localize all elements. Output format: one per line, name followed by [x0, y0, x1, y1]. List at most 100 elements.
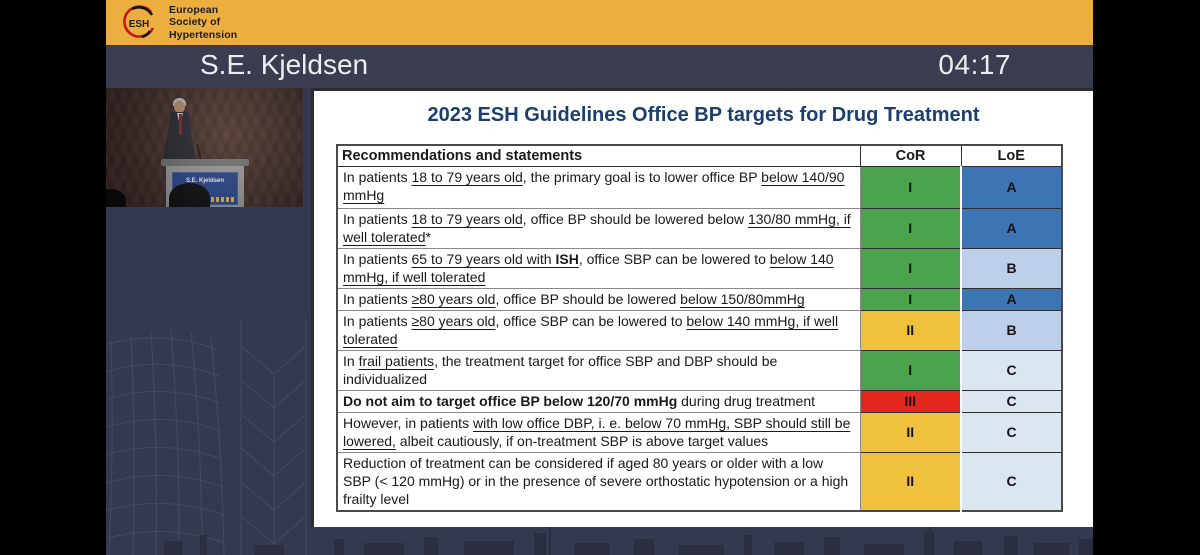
- esh-logo-icon: ESH: [123, 4, 155, 38]
- col-header-recommendations: Recommendations and statements: [336, 144, 861, 167]
- cor-cell: II: [859, 451, 962, 511]
- loe-cell: B: [960, 247, 1063, 289]
- table-row: In patients 18 to 79 years old, office B…: [336, 207, 1063, 249]
- recommendation-text: In patients: [343, 210, 412, 227]
- org-name-line: Society of: [169, 16, 221, 29]
- content-area: S.E. Kjeldsen 2023 ESH Guidelines Office…: [106, 88, 1093, 555]
- recommendation-text: Reduction of treatment can be considered…: [343, 454, 849, 507]
- recommendation-text: ≥80 years old: [411, 290, 496, 307]
- org-name: European Society of Hypertension: [169, 4, 237, 41]
- recommendation-text: In patients: [343, 168, 412, 185]
- loe-cell: C: [960, 451, 1063, 511]
- recommendation-text: ISH: [555, 250, 579, 267]
- audience-silhouette-icon: [169, 183, 210, 207]
- recommendation-text: 18 to 79 years old: [411, 168, 523, 185]
- col-header-loe: LoE: [960, 144, 1063, 167]
- recommendation-text: below 140 mmHg, if well tolerated: [343, 250, 834, 285]
- cor-cell: II: [859, 309, 962, 351]
- table-row: Do not aim to target office BP below 120…: [336, 389, 1063, 413]
- table-row: However, in patients with low office DBP…: [336, 411, 1063, 453]
- recommendation-text: 18 to 79 years old: [411, 210, 523, 227]
- org-banner: ESH European Society of Hypertension: [106, 0, 1093, 45]
- recommendation-text: , office BP should be lowered below: [522, 210, 748, 227]
- recommendation-cell: Reduction of treatment can be considered…: [336, 451, 861, 511]
- cor-cell: I: [859, 287, 962, 311]
- recommendation-cell: In patients 18 to 79 years old, the prim…: [336, 165, 861, 209]
- recommendation-text: , the primary goal is to lower office BP: [522, 168, 762, 185]
- recommendation-text: In patients: [343, 250, 412, 267]
- speaker-video-feed: S.E. Kjeldsen: [106, 88, 303, 207]
- video-vignette: [106, 88, 303, 207]
- loe-cell: B: [960, 309, 1063, 351]
- recommendation-text: , office SBP can be lowered to: [495, 312, 687, 329]
- recommendation-text: 65 to 79 years old with: [411, 250, 556, 267]
- speaker-figure: [174, 101, 185, 113]
- loe-cell: A: [960, 207, 1063, 249]
- recommendation-text: frail patients: [358, 352, 435, 369]
- recommendation-cell: In patients ≥80 years old, office SBP ca…: [336, 309, 861, 351]
- recommendation-text: , office BP should be lowered: [495, 290, 681, 307]
- org-name-line: European: [169, 3, 219, 16]
- session-header: S.E. Kjeldsen 04:17: [106, 45, 1093, 88]
- city-skyline: [164, 521, 1093, 555]
- recommendation-cell: In patients 18 to 79 years old, office B…: [336, 207, 861, 249]
- table-body: In patients 18 to 79 years old, the prim…: [336, 165, 1063, 511]
- recommendation-text: , the treatment target for office SBP an…: [343, 352, 778, 387]
- org-name-line: Hypertension: [169, 28, 238, 41]
- podium-screen-name: S.E. Kjeldsen: [173, 178, 237, 184]
- recommendation-text: below 140 mmHg, if well tolerated: [343, 312, 839, 347]
- speaker-name: S.E. Kjeldsen: [200, 49, 369, 80]
- recommendation-cell: In patients ≥80 years old, office BP sho…: [336, 287, 861, 311]
- esh-logo-abbr: ESH: [129, 19, 150, 30]
- recommendation-text: However, in patients: [343, 414, 473, 431]
- recommendation-cell: Do not aim to target office BP below 120…: [336, 389, 861, 413]
- recommendation-text: 130/80 mmHg, if well tolerated: [343, 210, 851, 245]
- table-header-row: Recommendations and statements CoR LoE: [336, 144, 1063, 167]
- recommendation-text: , office SBP can be lowered to: [578, 250, 770, 267]
- recommendation-text: albeit cautiously, if on-treatment SBP i…: [395, 432, 769, 449]
- recommendation-text: below 140/90 mmHg: [343, 168, 845, 203]
- cor-cell: I: [859, 207, 962, 249]
- table-row: In patients 65 to 79 years old with ISH,…: [336, 247, 1063, 289]
- loe-cell: A: [960, 165, 1063, 209]
- guidelines-table: Recommendations and statements CoR LoE I…: [336, 144, 1063, 512]
- audience-silhouette-icon: [106, 189, 126, 207]
- table-row: Reduction of treatment can be considered…: [336, 451, 1063, 511]
- loe-cell: C: [960, 411, 1063, 453]
- podium: [161, 159, 249, 166]
- session-timer: 04:17: [938, 49, 1011, 80]
- table-row: In patients 18 to 79 years old, the prim…: [336, 165, 1063, 209]
- recommendation-text: In patients: [343, 290, 412, 307]
- recommendation-text: with low office DBP, i. e. below 70 mmHg…: [343, 414, 851, 449]
- recommendation-text: Do not aim to target office BP below 120…: [343, 392, 678, 409]
- recommendation-text: *: [425, 228, 431, 245]
- recommendation-text: during drug treatment: [677, 392, 815, 409]
- table-row: In patients ≥80 years old, office SBP ca…: [336, 309, 1063, 351]
- recommendation-cell: However, in patients with low office DBP…: [336, 411, 861, 453]
- background-graphics: [106, 318, 1093, 555]
- loe-cell: A: [960, 287, 1063, 311]
- recommendation-cell: In patients 65 to 79 years old with ISH,…: [336, 247, 861, 289]
- table-row: In frail patients, the treatment target …: [336, 349, 1063, 391]
- building-wireframe: [106, 318, 307, 555]
- col-header-cor: CoR: [859, 144, 962, 167]
- recommendation-text: below 150/80mmHg: [680, 290, 805, 307]
- recommendation-text: In patients: [343, 312, 412, 329]
- recommendation-cell: In frail patients, the treatment target …: [336, 349, 861, 391]
- slide-title: 2023 ESH Guidelines Office BP targets fo…: [427, 104, 980, 126]
- stream-viewport: ESH European Society of Hypertension S.E…: [106, 0, 1093, 555]
- recommendation-text: In: [343, 352, 359, 369]
- speaker-tie: [178, 114, 182, 135]
- loe-cell: C: [960, 349, 1063, 391]
- cor-cell: II: [859, 411, 962, 453]
- cor-cell: I: [859, 349, 962, 391]
- table-row: In patients ≥80 years old, office BP sho…: [336, 287, 1063, 311]
- recommendation-text: ≥80 years old: [411, 312, 496, 329]
- presentation-slide: 2023 ESH Guidelines Office BP targets fo…: [311, 88, 1093, 527]
- cor-cell: I: [859, 165, 962, 209]
- esh-logo: ESH European Society of Hypertension: [120, 4, 237, 42]
- cor-cell: III: [859, 389, 962, 413]
- cor-cell: I: [859, 247, 962, 289]
- loe-cell: C: [960, 389, 1063, 413]
